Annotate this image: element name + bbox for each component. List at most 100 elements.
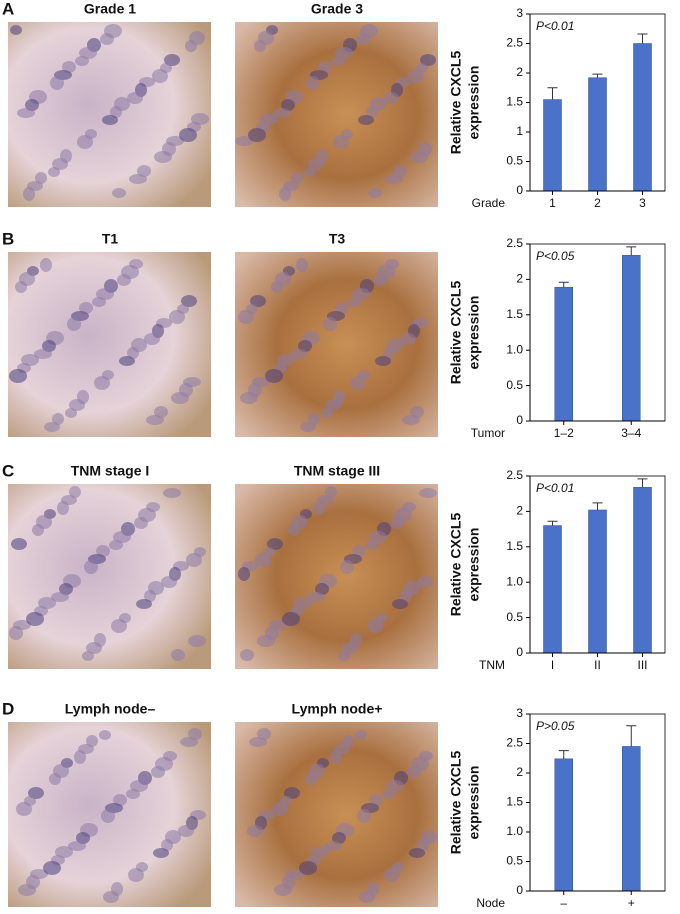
y-tick-label: 2.5 — [506, 36, 523, 50]
cell-nucleus — [35, 172, 47, 184]
cell-nucleus — [383, 92, 399, 104]
cell-nucleus — [129, 174, 147, 184]
x-tick-label: 3 — [639, 196, 646, 210]
y-tick-label: 0 — [516, 645, 523, 659]
cell-nucleus — [34, 349, 52, 359]
cell-nucleus — [267, 538, 283, 550]
cell-nucleus — [38, 597, 56, 609]
cell-nucleus — [355, 730, 367, 740]
cell-nucleus — [240, 392, 258, 404]
cell-nucleus — [50, 76, 64, 90]
cell-nucleus — [288, 524, 300, 536]
cell-nucleus — [357, 809, 371, 823]
cell-nucleus — [113, 531, 131, 543]
y-tick-label: 2.5 — [506, 236, 523, 250]
y-tick-label: 3 — [516, 6, 523, 20]
cell-nucleus — [68, 841, 86, 851]
cell-nucleus — [128, 868, 144, 882]
cell-nucleus — [365, 540, 379, 550]
cell-nucleus — [257, 728, 271, 740]
cell-nucleus — [57, 501, 69, 515]
y-tick-label: 1.0 — [506, 574, 523, 588]
cell-nucleus — [315, 583, 329, 595]
cell-nucleus — [69, 486, 81, 498]
cell-nucleus — [368, 188, 382, 198]
cell-nucleus — [367, 619, 383, 633]
cell-nucleus — [279, 187, 291, 201]
cell-nucleus — [352, 288, 370, 300]
cell-nucleus — [25, 99, 39, 111]
image-caption: Lymph node+ — [292, 701, 383, 717]
cell-nucleus — [410, 151, 428, 163]
cell-nucleus — [146, 415, 164, 425]
cell-nucleus — [144, 333, 160, 345]
cell-nucleus — [109, 540, 123, 550]
cell-nucleus — [44, 422, 60, 432]
cell-nucleus — [359, 891, 375, 903]
bar — [554, 286, 573, 422]
cell-nucleus — [16, 802, 32, 816]
cell-nucleus — [65, 408, 77, 418]
cell-nucleus — [77, 135, 93, 149]
cell-nucleus — [290, 349, 308, 359]
bar — [633, 487, 652, 654]
cell-nucleus — [300, 422, 316, 432]
cell-nucleus — [323, 317, 337, 331]
error-bar — [547, 87, 558, 100]
image-caption: T1 — [102, 231, 119, 247]
cell-nucleus — [40, 258, 52, 272]
cell-nucleus — [254, 40, 266, 52]
cell-nucleus — [15, 281, 27, 293]
cell-nucleus — [110, 106, 122, 118]
cell-nucleus — [333, 135, 349, 149]
bar — [588, 509, 607, 654]
cell-nucleus — [103, 891, 119, 903]
y-tick-label: 1.0 — [506, 342, 523, 356]
cell-nucleus — [383, 347, 395, 359]
cell-nucleus — [136, 599, 152, 609]
cell-nucleus — [400, 333, 416, 345]
cell-nucleus — [84, 560, 98, 574]
bar — [622, 746, 641, 892]
error-bar — [592, 73, 603, 78]
cell-nucleus — [272, 802, 288, 816]
cell-nucleus — [291, 172, 303, 184]
y-tick-label: 2 — [516, 765, 523, 779]
bar — [543, 99, 562, 192]
cell-nucleus — [10, 25, 22, 35]
cell-nucleus — [52, 413, 64, 425]
annotation: P<0.01 — [536, 481, 574, 495]
cell-nucleus — [134, 517, 148, 529]
cell-nucleus — [23, 187, 35, 201]
image-caption: Grade 3 — [311, 1, 363, 17]
cell-nucleus — [26, 612, 44, 626]
image-caption: Grade 1 — [84, 1, 136, 17]
cell-nucleus — [52, 158, 68, 170]
cell-nucleus — [18, 884, 36, 896]
cell-nucleus — [274, 884, 292, 896]
cell-nucleus — [127, 347, 139, 359]
cell-nucleus — [373, 274, 387, 286]
cell-nucleus — [181, 295, 197, 307]
cell-nucleus — [385, 174, 403, 184]
x-axis-label: Node — [476, 896, 505, 910]
cell-nucleus — [400, 590, 412, 602]
bar — [633, 43, 652, 192]
y-tick-label: 0 — [516, 883, 523, 897]
y-tick-label: 2.5 — [506, 736, 523, 750]
cell-nucleus — [248, 128, 266, 142]
cell-nucleus — [92, 297, 106, 307]
cell-nucleus — [308, 158, 324, 170]
y-axis-label: expression — [466, 766, 482, 840]
x-tick-label: 3–4 — [621, 426, 641, 440]
cell-nucleus — [74, 750, 86, 764]
cell-nucleus — [191, 113, 209, 125]
cell-nucleus — [86, 642, 102, 654]
y-axis-label: expression — [466, 528, 482, 602]
cell-nucleus — [137, 165, 151, 177]
panel-letter: C — [2, 461, 14, 480]
cell-nucleus — [82, 651, 94, 661]
cell-nucleus — [28, 787, 44, 799]
cell-nucleus — [117, 274, 131, 286]
